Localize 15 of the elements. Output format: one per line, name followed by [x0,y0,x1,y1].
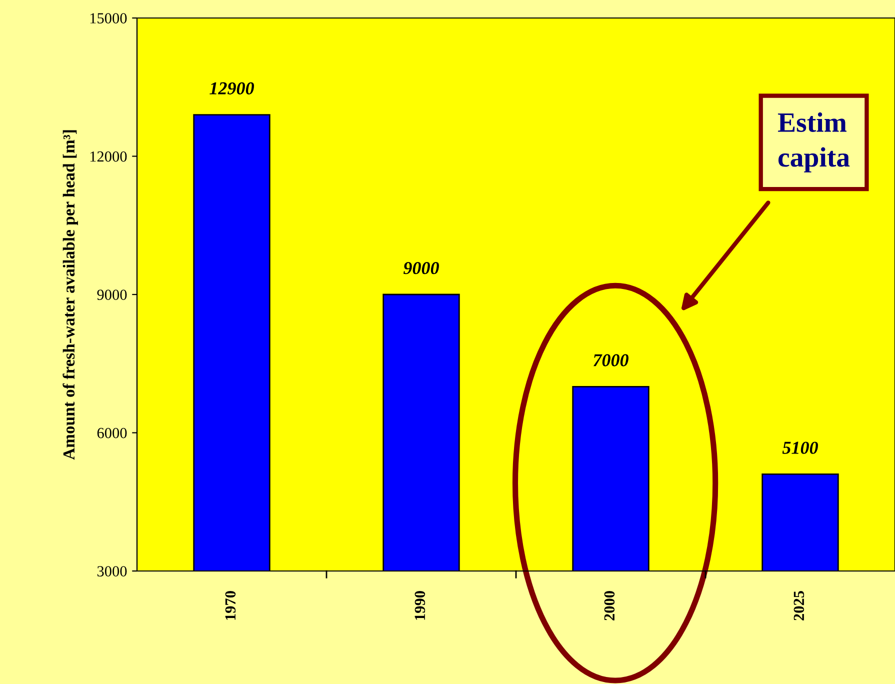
x-tick-label: 1970 [225,591,236,620]
data-label: 5100 [782,442,818,454]
y-tick-label: 12000 [90,151,127,162]
y-tick-label: 9000 [97,290,127,300]
y-axis-title: Amount of fresh-water available per head [m³] [62,130,78,460]
y-tick-label: 15000 [90,13,127,24]
data-label: 12900 [210,82,254,94]
data-label: 7000 [593,354,628,366]
y-tick-label: 6000 [97,428,127,438]
x-tick-label: 2025 [794,591,804,620]
annotation: Estim capita [778,112,850,172]
x-tick-label: 2000 [604,591,615,620]
data-label: 9000 [403,262,439,274]
y-tick-label: 3000 [97,566,127,576]
x-tick-label: 1990 [414,591,426,620]
